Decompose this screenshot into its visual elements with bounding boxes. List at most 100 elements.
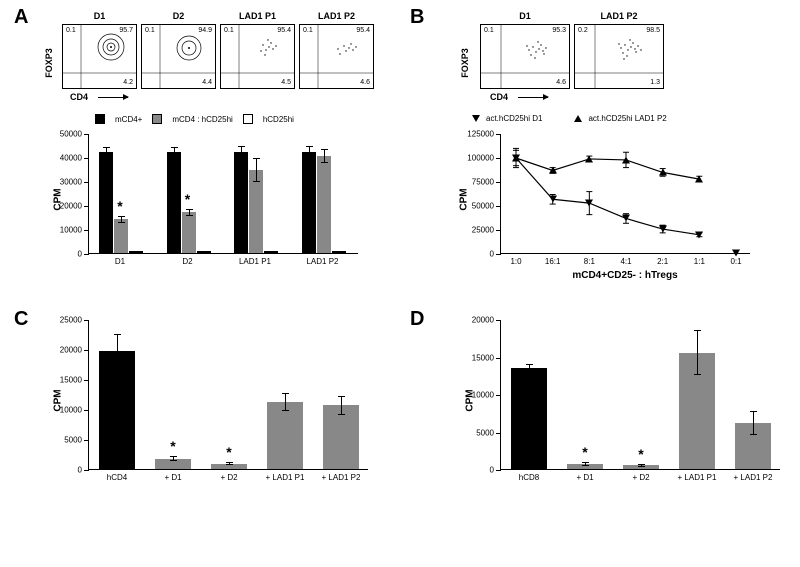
bar-chart-area: 01000020000300004000050000*D1*D2LAD1 P1L…: [88, 134, 358, 254]
ytick-label: 100000: [467, 154, 494, 163]
panel-b-foxp3-label: FOXP3: [460, 48, 470, 78]
xtick-label: 8:1: [584, 257, 595, 266]
bar: [264, 251, 278, 253]
panel-a-foxp3-label: FOXP3: [44, 48, 54, 78]
ytick-label: 10000: [472, 391, 494, 400]
scatter-title: LAD1 P2: [300, 11, 373, 21]
ytick-label: 30000: [60, 178, 82, 187]
line-marker: [622, 156, 630, 163]
scatter-d2: D2 0.1 94.9 4.4: [141, 24, 216, 89]
scatter-title: D1: [481, 11, 569, 21]
ytick-label: 25000: [472, 226, 494, 235]
ytick-label: 125000: [467, 130, 494, 139]
bar: [167, 152, 181, 253]
xtick-label: + LAD1 P1: [266, 473, 305, 482]
bar: [197, 251, 211, 253]
line-marker: [732, 249, 740, 256]
line-marker: [695, 176, 703, 183]
ytick-label: 20000: [472, 316, 494, 325]
scatter-lad1p2-b: LAD1 P2 0.2 98.5 1.3: [574, 24, 664, 89]
legend-swatch: [243, 114, 253, 124]
bar: [302, 152, 316, 253]
xtick-label: LAD1 P1: [239, 257, 271, 266]
panel-b-label: B: [410, 6, 424, 29]
bar: [99, 351, 135, 469]
line-marker: [549, 196, 557, 203]
legend-label: hCD25hi: [263, 115, 294, 124]
scatter-svg: [300, 25, 373, 88]
bar: [332, 251, 346, 253]
bar: [114, 219, 128, 253]
xtick-label: + D1: [164, 473, 181, 482]
ytick-label: 0: [78, 250, 82, 259]
xlabel: mCD4+CD25- : hTregs: [572, 270, 677, 281]
ylabel: CPM: [459, 188, 470, 210]
scatter-d1-b: D1 0.1 95.3 4.6: [480, 24, 570, 89]
bar: [679, 353, 715, 469]
xtick-label: + LAD1 P2: [322, 473, 361, 482]
significance-star: *: [185, 191, 190, 207]
ytick-label: 0: [490, 466, 494, 475]
scatter-svg: [575, 25, 663, 88]
bar: [155, 459, 191, 469]
xtick-label: + LAD1 P2: [734, 473, 773, 482]
ytick-label: 5000: [64, 436, 82, 445]
panel-d-label: D: [410, 308, 424, 331]
xtick-label: 2:1: [657, 257, 668, 266]
ytick-label: 5000: [476, 428, 494, 437]
bar: [129, 251, 143, 253]
marker-up-icon: [574, 115, 582, 122]
ytick-label: 0: [78, 466, 82, 475]
scatter-svg: [63, 25, 136, 88]
xtick-label: 4:1: [620, 257, 631, 266]
bar: [623, 465, 659, 469]
significance-star: *: [582, 444, 587, 460]
panel-b-line-chart: CPM 02500050000750001000001250001:016:18…: [500, 134, 750, 254]
xtick-label: D2: [182, 257, 192, 266]
panel-a-label: A: [14, 6, 28, 29]
bar: [234, 152, 248, 253]
xtick-label: D1: [115, 257, 125, 266]
ytick-label: 15000: [472, 353, 494, 362]
bar-chart-area: 0500010000150002000025000hCD4*+ D1*+ D2+…: [88, 320, 368, 470]
xtick-label: 1:1: [694, 257, 705, 266]
line-marker: [585, 200, 593, 207]
bar: [182, 212, 196, 253]
bar: [211, 464, 247, 469]
bar: [267, 402, 303, 469]
scatter-title: D1: [63, 11, 136, 21]
bar: [317, 156, 331, 253]
bar-chart-area: 05000100001500020000hCD8*+ D1*+ D2+ LAD1…: [500, 320, 780, 470]
panel-a-scatter-row: D1 0.1 95.7 4.2 D2 0.1 94.9 4.4 LAD1 P1 …: [62, 24, 374, 89]
xtick-label: LAD1 P2: [306, 257, 338, 266]
bar: [249, 170, 263, 253]
xtick-label: 0:1: [730, 257, 741, 266]
scatter-title: D2: [142, 11, 215, 21]
xtick-label: + D2: [632, 473, 649, 482]
bar: [511, 368, 547, 469]
ytick-label: 0: [490, 250, 494, 259]
panel-c-bar-chart: CPM 0500010000150002000025000hCD4*+ D1*+…: [88, 320, 368, 470]
ytick-label: 50000: [60, 130, 82, 139]
panel-c-label: C: [14, 308, 28, 331]
scatter-svg: [142, 25, 215, 88]
legend-label: act.hCD25hi D1: [486, 114, 542, 123]
significance-star: *: [226, 444, 231, 460]
bar: [735, 423, 771, 469]
ytick-label: 10000: [60, 406, 82, 415]
scatter-svg: [481, 25, 569, 88]
line-marker: [695, 231, 703, 238]
xtick-label: hCD4: [107, 473, 127, 482]
arrow-icon: [98, 97, 128, 98]
scatter-title: LAD1 P2: [575, 11, 663, 21]
legend-label: mCD4 : hCD25hi: [172, 115, 232, 124]
bar: [323, 405, 359, 469]
legend-label: mCD4+: [115, 115, 142, 124]
xtick-label: 16:1: [545, 257, 561, 266]
xtick-label: + D2: [220, 473, 237, 482]
xtick-label: 1:0: [510, 257, 521, 266]
ytick-label: 15000: [60, 376, 82, 385]
panel-b-scatter-row: D1 0.1 95.3 4.6 LAD1 P2 0.2 98.5 1.3: [480, 24, 664, 89]
line-marker: [659, 226, 667, 233]
xtick-label: + D1: [576, 473, 593, 482]
